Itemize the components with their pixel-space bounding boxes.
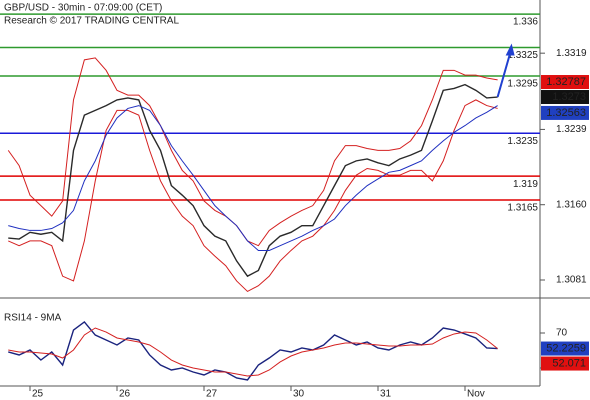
- y-tick-label: 1.3319: [556, 48, 587, 59]
- series-line: [8, 327, 498, 377]
- y-tick-label: 1.3239: [556, 124, 587, 135]
- level-label: 1.3165: [507, 203, 538, 214]
- level-label: 1.3325: [507, 50, 538, 61]
- value-tag: [541, 90, 589, 105]
- y-tick-label: 1.3160: [556, 199, 587, 210]
- chart-title: GBP/USD - 30min - 07:09:00 (CET): [4, 3, 162, 14]
- series-line: [8, 105, 498, 251]
- forecast-arrow: [496, 51, 512, 98]
- value-tag: [541, 356, 589, 371]
- y-tick-label: 70: [556, 328, 568, 339]
- level-label: 1.3235: [507, 136, 538, 147]
- x-tick-label: 30: [293, 389, 305, 400]
- value-tag-label: 1.3273: [552, 91, 586, 103]
- rsi-title: RSI14 - 9MA: [4, 313, 62, 324]
- series-line: [7, 57, 498, 247]
- series-line: [8, 83, 498, 278]
- value-tag-label: 52.2259: [546, 342, 586, 354]
- arrow-head: [505, 43, 515, 56]
- x-tick-label: 27: [206, 389, 218, 400]
- level-label: 1.3295: [507, 79, 538, 90]
- x-tick-label: 25: [32, 389, 44, 400]
- series-line: [8, 99, 498, 293]
- value-tag-label: 1.32563: [546, 107, 586, 119]
- level-label: 1.319: [513, 179, 538, 190]
- value-tag-label: 1.32787: [546, 76, 586, 88]
- value-tag: [541, 341, 589, 356]
- chart-subtitle: Research © 2017 TRADING CENTRAL: [4, 16, 179, 27]
- value-tag: [541, 105, 589, 120]
- value-tag-label: 52.071: [552, 357, 586, 369]
- y-tick-label: 1.3081: [556, 275, 587, 286]
- x-tick-label: Nov: [467, 389, 485, 400]
- x-tick-label: 26: [119, 389, 131, 400]
- level-label: 1.336: [513, 17, 538, 28]
- series-line: [8, 321, 498, 381]
- x-tick-label: 31: [380, 389, 392, 400]
- value-tag: [541, 75, 589, 90]
